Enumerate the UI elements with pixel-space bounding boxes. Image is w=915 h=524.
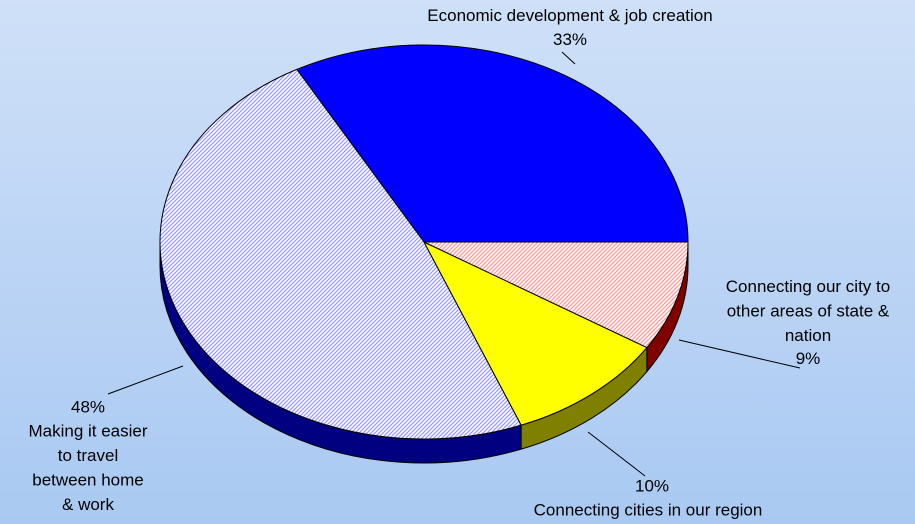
category-label: Connecting our city to other areas of sta… [726,277,890,345]
leader-line [561,51,576,65]
value-label: 9% [796,349,821,368]
category-label: Connecting cities in our region [534,501,763,520]
slice [296,44,689,243]
leader-line [107,365,184,395]
value-label: 48% [71,397,105,416]
slice [422,240,648,426]
value-label: 33% [553,30,587,49]
category-label: Economic development & job creation [427,6,712,25]
slice [159,68,522,440]
leader-line [587,431,646,477]
value-label: 10% [635,476,669,495]
leader-line [678,339,801,369]
slice [423,241,689,349]
category-label: Making it easier to travel between home & w… [28,422,147,515]
